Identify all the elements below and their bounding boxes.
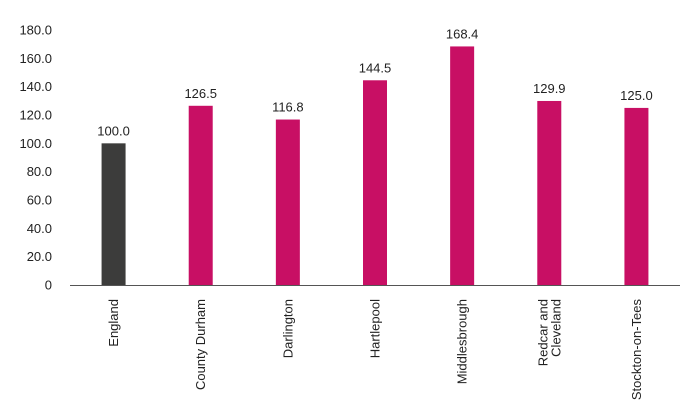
y-tick-label: 180.0 — [19, 23, 52, 38]
x-tick-label-line: Darlington — [280, 299, 295, 358]
x-tick-label-line: Redcar and — [535, 299, 550, 366]
x-tick-label-line: Cleveland — [548, 299, 563, 357]
x-axis: England County Durham Darlington Hartlepool… — [106, 299, 644, 401]
data-label: 100.0 — [97, 123, 130, 138]
x-tick-label: Middlesbrough — [455, 299, 470, 384]
y-tick-label: 80.0 — [27, 164, 52, 179]
bar — [537, 100, 562, 285]
y-tick-label: 100.0 — [19, 136, 52, 151]
bar — [624, 107, 649, 286]
bars — [101, 46, 649, 286]
y-tick-label: 140.0 — [19, 79, 52, 94]
bar — [188, 105, 213, 286]
x-tick-label-line: Hartlepool — [368, 299, 383, 358]
data-label: 125.0 — [620, 88, 653, 103]
y-tick-label: 40.0 — [27, 221, 52, 236]
x-tick-label-line: Middlesbrough — [455, 299, 470, 384]
data-label: 129.9 — [533, 81, 566, 96]
x-tick-label: County Durham — [193, 299, 208, 390]
y-axis: 0 20.0 40.0 60.0 80.0 100.0 120.0 140.0 160.0 180… — [19, 23, 52, 293]
x-tick-label: Stockton-on-Tees — [629, 299, 644, 401]
bar — [363, 80, 387, 286]
x-tick-label: Darlington — [280, 299, 295, 358]
x-tick-label-line: Stockton-on-Tees — [629, 299, 644, 401]
data-label: 168.4 — [446, 26, 479, 41]
x-tick-label-line: England — [106, 299, 121, 347]
bar — [101, 143, 126, 285]
x-tick-label: England — [106, 299, 121, 347]
data-label: 116.8 — [272, 100, 304, 115]
y-tick-label: 0 — [45, 278, 52, 293]
bar — [275, 119, 300, 286]
x-tick-label-line: County Durham — [193, 299, 208, 390]
y-tick-label: 20.0 — [27, 249, 52, 264]
bar — [450, 46, 475, 285]
y-tick-label: 160.0 — [19, 51, 52, 66]
data-labels: 100.0 126.5 116.8 144.5 168.4 129.9 125.0 — [97, 26, 652, 138]
y-tick-label: 60.0 — [27, 193, 52, 208]
y-tick-label: 120.0 — [19, 108, 52, 123]
x-tick-label: Hartlepool — [368, 299, 383, 358]
data-label: 144.5 — [359, 60, 392, 75]
data-label: 126.5 — [184, 86, 217, 101]
